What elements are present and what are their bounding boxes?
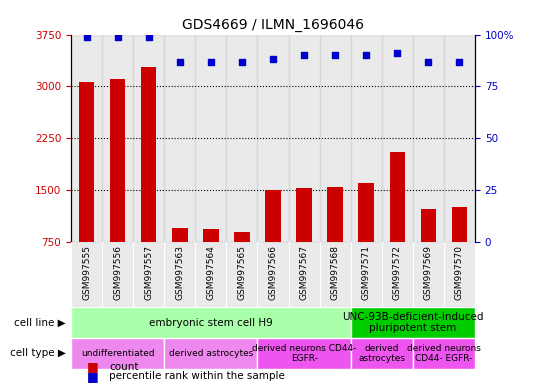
Text: count: count bbox=[109, 362, 139, 372]
Bar bbox=[172, 228, 187, 294]
Bar bbox=[195, 35, 227, 242]
Bar bbox=[319, 242, 351, 307]
Text: GSM997569: GSM997569 bbox=[424, 245, 433, 300]
Bar bbox=[351, 242, 382, 307]
Bar bbox=[133, 35, 164, 242]
Bar bbox=[382, 242, 413, 307]
Text: GSM997555: GSM997555 bbox=[82, 245, 91, 300]
Text: GSM997565: GSM997565 bbox=[238, 245, 246, 300]
Text: GSM997571: GSM997571 bbox=[362, 245, 371, 300]
Point bbox=[175, 58, 184, 65]
Bar bbox=[71, 242, 102, 307]
Bar bbox=[444, 35, 475, 242]
Title: GDS4669 / ILMN_1696046: GDS4669 / ILMN_1696046 bbox=[182, 18, 364, 32]
Bar bbox=[258, 338, 351, 369]
Point bbox=[113, 33, 122, 40]
Bar bbox=[420, 209, 436, 294]
Bar bbox=[258, 242, 288, 307]
Text: cell type ▶: cell type ▶ bbox=[10, 348, 66, 358]
Point bbox=[82, 33, 91, 40]
Point bbox=[238, 58, 246, 65]
Point bbox=[362, 52, 371, 58]
Bar bbox=[444, 242, 475, 307]
Text: GSM997570: GSM997570 bbox=[455, 245, 464, 300]
Bar bbox=[413, 338, 475, 369]
Text: GSM997564: GSM997564 bbox=[206, 245, 215, 300]
Text: derived neurons
CD44- EGFR-: derived neurons CD44- EGFR- bbox=[407, 344, 481, 363]
Text: percentile rank within the sample: percentile rank within the sample bbox=[109, 371, 285, 381]
Text: GSM997556: GSM997556 bbox=[113, 245, 122, 300]
Bar bbox=[164, 338, 258, 369]
Bar bbox=[288, 242, 319, 307]
Bar bbox=[71, 35, 102, 242]
Bar bbox=[452, 207, 467, 294]
Text: GSM997566: GSM997566 bbox=[269, 245, 277, 300]
Text: GSM997557: GSM997557 bbox=[144, 245, 153, 300]
Bar bbox=[382, 35, 413, 242]
Text: undifferentiated: undifferentiated bbox=[81, 349, 155, 358]
Bar bbox=[164, 242, 195, 307]
Bar bbox=[389, 152, 405, 294]
Text: GSM997568: GSM997568 bbox=[331, 245, 340, 300]
Bar bbox=[133, 242, 164, 307]
Text: cell line ▶: cell line ▶ bbox=[14, 318, 66, 328]
Bar bbox=[195, 242, 227, 307]
Text: GSM997563: GSM997563 bbox=[175, 245, 184, 300]
Text: ■: ■ bbox=[87, 370, 99, 383]
Text: derived neurons CD44-
EGFR-: derived neurons CD44- EGFR- bbox=[252, 344, 357, 363]
Bar bbox=[164, 35, 195, 242]
Bar bbox=[110, 79, 126, 294]
Bar bbox=[351, 35, 382, 242]
Point bbox=[144, 33, 153, 40]
Text: GSM997572: GSM997572 bbox=[393, 245, 402, 300]
Bar bbox=[288, 35, 319, 242]
Point bbox=[393, 50, 402, 56]
Bar bbox=[102, 242, 133, 307]
Point bbox=[424, 58, 433, 65]
Bar bbox=[351, 307, 475, 338]
Bar bbox=[319, 35, 351, 242]
Bar bbox=[296, 188, 312, 294]
Bar bbox=[79, 82, 94, 294]
Bar bbox=[351, 338, 413, 369]
Text: UNC-93B-deficient-induced
pluripotent stem: UNC-93B-deficient-induced pluripotent st… bbox=[342, 312, 484, 333]
Text: derived
astrocytes: derived astrocytes bbox=[358, 344, 405, 363]
Bar bbox=[413, 35, 444, 242]
Point bbox=[269, 56, 277, 63]
Bar bbox=[102, 35, 133, 242]
Text: ■: ■ bbox=[87, 360, 99, 373]
Bar bbox=[265, 190, 281, 294]
Bar bbox=[203, 230, 218, 294]
Point bbox=[331, 52, 340, 58]
Bar bbox=[141, 67, 157, 294]
Bar bbox=[71, 338, 164, 369]
Point bbox=[300, 52, 308, 58]
Bar bbox=[413, 242, 444, 307]
Bar bbox=[328, 187, 343, 294]
Bar bbox=[234, 232, 250, 294]
Bar bbox=[71, 307, 351, 338]
Bar bbox=[258, 35, 288, 242]
Point bbox=[455, 58, 464, 65]
Text: derived astrocytes: derived astrocytes bbox=[169, 349, 253, 358]
Bar bbox=[227, 242, 258, 307]
Text: embryonic stem cell H9: embryonic stem cell H9 bbox=[149, 318, 272, 328]
Point bbox=[206, 58, 215, 65]
Bar bbox=[359, 183, 374, 294]
Bar bbox=[227, 35, 258, 242]
Text: GSM997567: GSM997567 bbox=[300, 245, 308, 300]
